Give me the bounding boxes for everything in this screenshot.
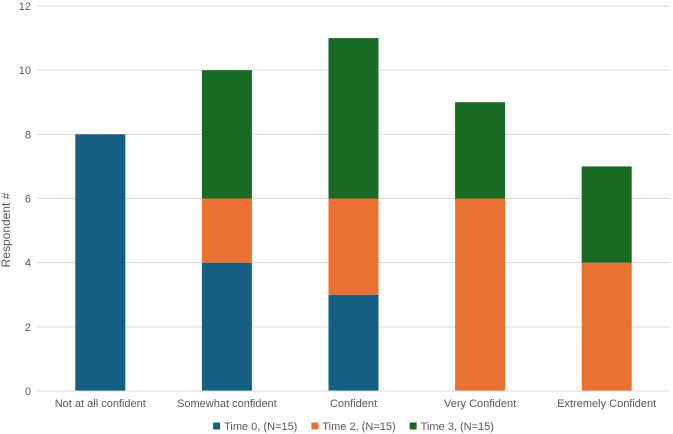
y-axis-title: Respondent # [0,192,13,267]
legend-label: Time 0, (N=15) [224,421,297,433]
y-tick-label: 12 [19,1,31,13]
bar-segment [581,262,632,391]
legend-swatch [409,422,417,430]
legend: Time 0, (N=15) Time 2, (N=15) Time 3, (N=1… [213,421,494,433]
y-tick-label: 4 [25,258,31,270]
y-tick-label: 10 [19,65,31,77]
bar-segment [455,198,506,391]
legend-swatch [311,422,319,430]
y-tick-label: 8 [25,129,31,141]
y-axis: 0 2 4 6 8 10 12 [19,1,31,398]
y-tick-label: 6 [25,194,31,206]
bar-segment [455,102,506,199]
bar-segment [328,198,379,295]
bar-segment [75,134,126,392]
bar-segment [201,198,252,263]
bar-segment [328,38,379,199]
bar-segment [201,262,252,391]
bar-segment [581,166,632,263]
y-tick-label: 0 [25,386,31,398]
x-tick-label: Very Confident [444,398,516,410]
x-axis: Not at all confident Somewhat confident Co… [37,390,670,410]
x-tick-label: Not at all confident [55,398,146,410]
y-tick-label: 2 [25,322,31,334]
bar-segment [328,294,379,391]
legend-label: Time 2, (N=15) [322,421,395,433]
bars [75,38,632,392]
legend-swatch [213,422,221,430]
x-tick-label: Somewhat confident [177,398,277,410]
x-tick-label: Extremely Confident [557,398,656,410]
bar-segment [201,70,252,199]
legend-label: Time 3, (N=15) [421,421,494,433]
x-tick-label: Confident [330,398,377,410]
